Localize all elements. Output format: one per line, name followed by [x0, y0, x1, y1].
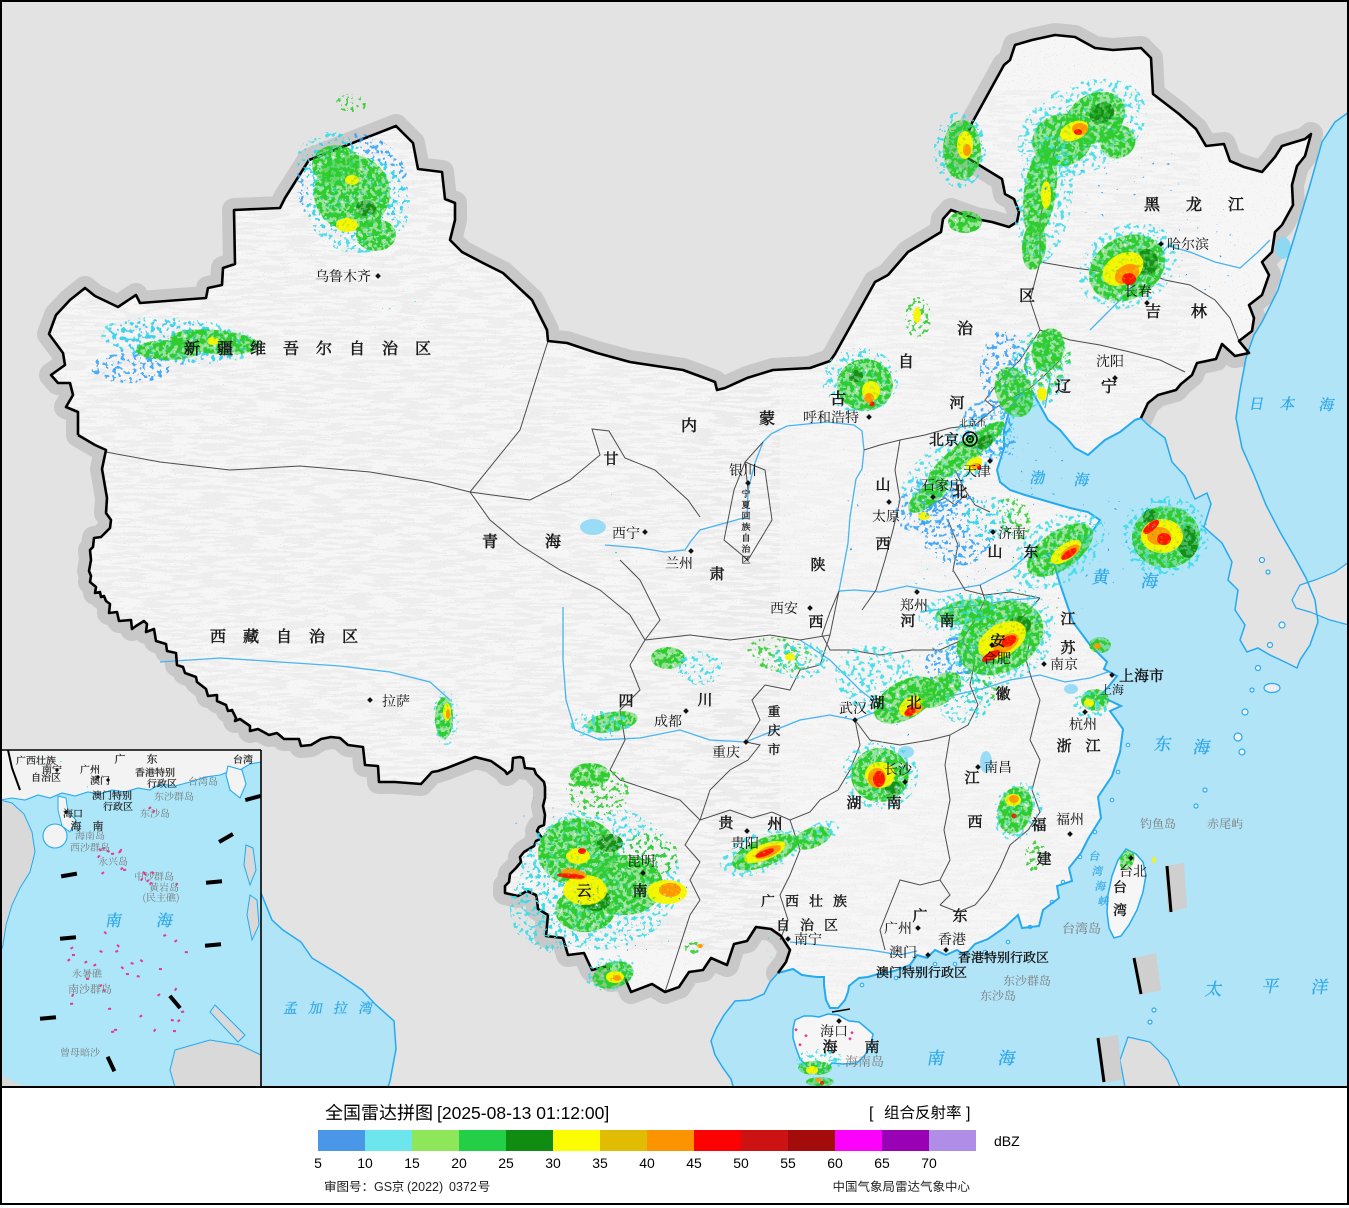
svg-text:50: 50: [733, 1155, 749, 1171]
svg-text:45: 45: [686, 1155, 702, 1171]
svg-text:dBZ: dBZ: [994, 1133, 1020, 1149]
svg-text:60: 60: [827, 1155, 843, 1171]
svg-text:GS: GS: [374, 1180, 392, 1194]
svg-text:0372: 0372: [449, 1180, 477, 1194]
svg-text:35: 35: [592, 1155, 608, 1171]
svg-text:20: 20: [451, 1155, 467, 1171]
svg-text:25: 25: [498, 1155, 514, 1171]
svg-text:55: 55: [780, 1155, 796, 1171]
svg-text:5: 5: [314, 1155, 322, 1171]
svg-text:30: 30: [545, 1155, 561, 1171]
svg-text:]: ]: [966, 1105, 970, 1122]
svg-text:10: 10: [357, 1155, 373, 1171]
svg-text:65: 65: [874, 1155, 890, 1171]
svg-text:[2025-08-13 01:12:00]: [2025-08-13 01:12:00]: [437, 1103, 609, 1123]
svg-text:15: 15: [404, 1155, 420, 1171]
svg-text:40: 40: [639, 1155, 655, 1171]
svg-text:70: 70: [921, 1155, 937, 1171]
svg-text:[: [: [869, 1105, 874, 1122]
svg-text:(2022): (2022): [407, 1180, 443, 1194]
